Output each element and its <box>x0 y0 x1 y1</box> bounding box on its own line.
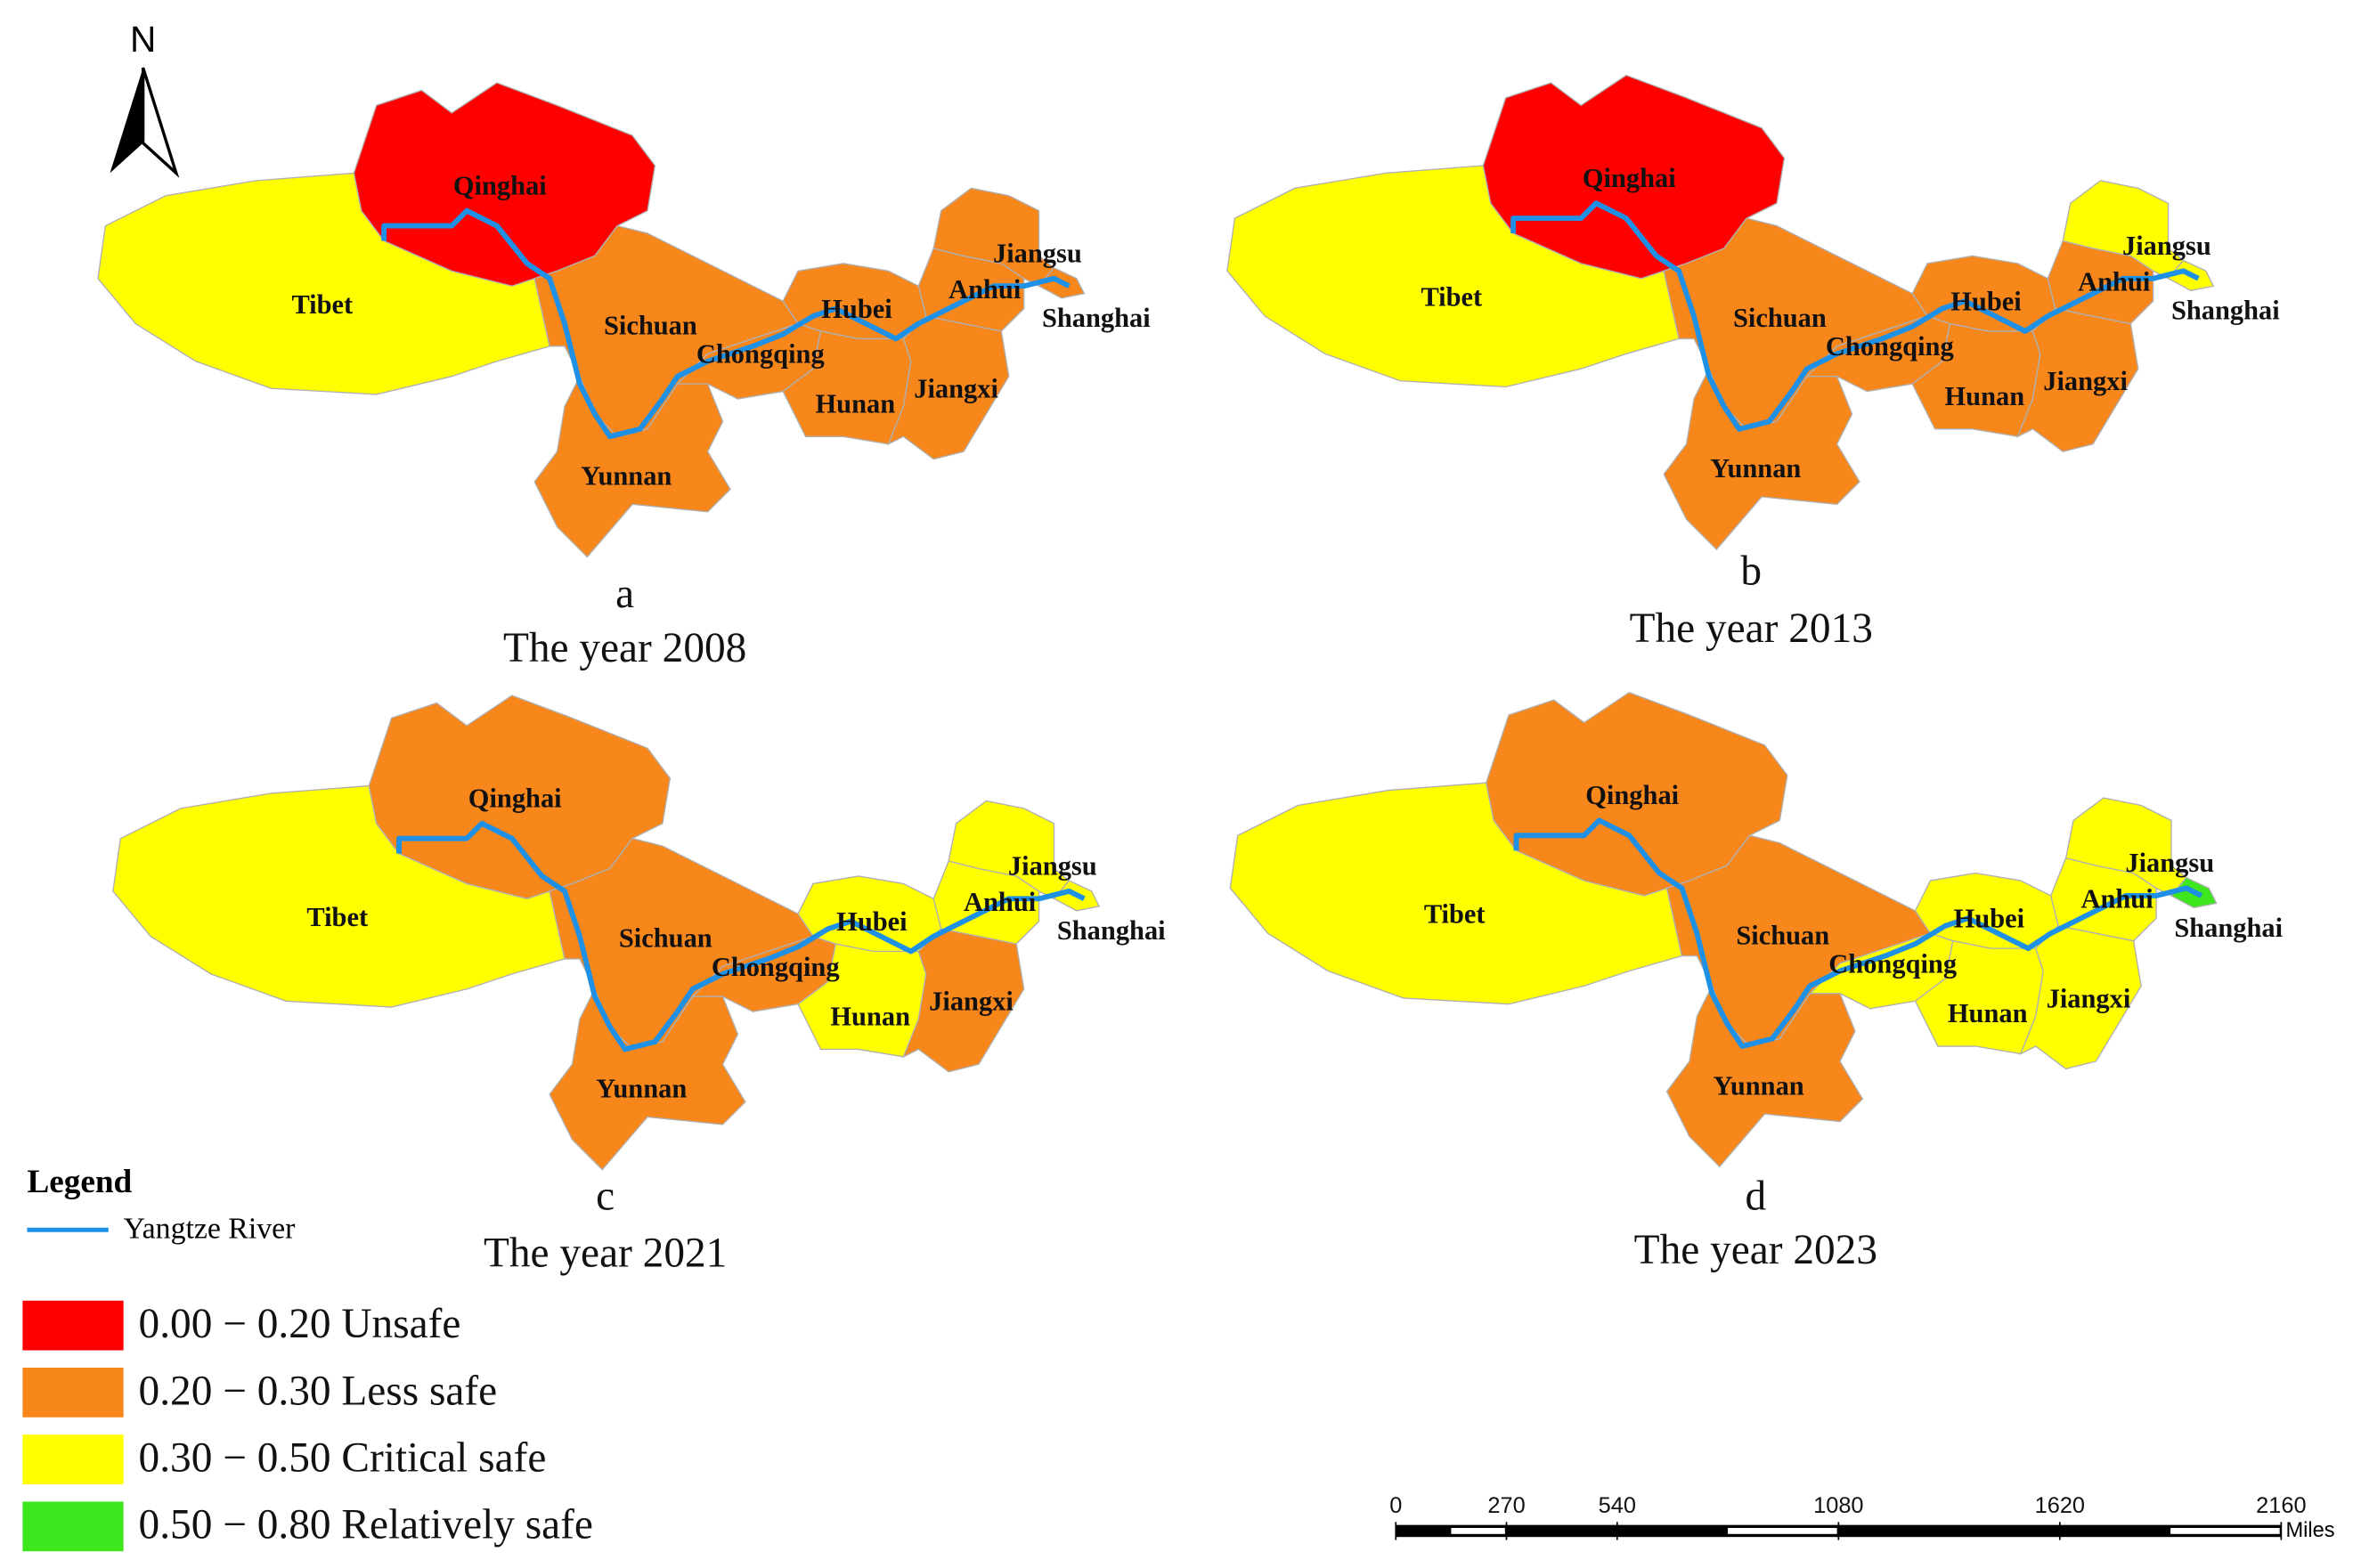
province-label: Jiangxi <box>914 374 998 404</box>
province-label: Yunnan <box>581 461 672 492</box>
panel-title: The year 2023 <box>1634 1227 1877 1273</box>
province-label: Shanghai <box>1042 303 1151 333</box>
scale-tick-label: 0 <box>1389 1493 1402 1518</box>
province-label: Qinghai <box>1585 780 1679 810</box>
panel-title: The year 2013 <box>1630 605 1873 652</box>
scale-tick-label: 1620 <box>2035 1493 2085 1518</box>
legend: Legend Yangtze River 0.00 − 0.20 Unsafe 0.2… <box>22 1164 593 1552</box>
scale-segment <box>1561 1528 1616 1534</box>
province-label: Hunan <box>1948 998 2028 1028</box>
province-label: Jiangsu <box>993 238 1082 268</box>
province-label: Jiangsu <box>2122 231 2211 261</box>
scale-tick-label: 2160 <box>2256 1493 2306 1518</box>
province-label: Anhui <box>948 274 1021 305</box>
province-label: Jiangxi <box>2047 983 2131 1013</box>
province-label: Anhui <box>964 887 1036 917</box>
north-arrow: N <box>110 19 180 178</box>
province-label: Yunnan <box>1710 453 1801 483</box>
panel-letter: c <box>596 1173 615 1219</box>
province-label: Yunnan <box>596 1074 687 1104</box>
province-label: Chongqing <box>1826 331 1954 362</box>
province-label: Anhui <box>2081 884 2153 914</box>
province-label: Chongqing <box>696 339 825 370</box>
province-label: Qinghai <box>468 783 562 813</box>
scale-unit: Miles <box>2285 1519 2334 1542</box>
province-label: Hunan <box>1944 381 2024 411</box>
province-label: Shanghai <box>2174 913 2283 943</box>
panel-title: The year 2021 <box>484 1231 727 1277</box>
province-label: Jiangxi <box>929 987 1014 1017</box>
province-label: Jiangsu <box>1008 851 1097 881</box>
province-label: Hunan <box>830 1002 910 1032</box>
legend-swatch <box>22 1501 124 1552</box>
province <box>932 187 1055 288</box>
north-label: N <box>130 19 156 60</box>
province-label: Sichuan <box>1733 303 1827 333</box>
scale-tick-label: 540 <box>1599 1493 1636 1518</box>
scale-segment <box>1728 1528 1837 1534</box>
province-label: Tibet <box>291 289 353 320</box>
province-label: Shanghai <box>2171 296 2280 326</box>
yangtze-river <box>381 207 1071 440</box>
province-label: Qinghai <box>1583 163 1676 193</box>
province-label: Yunnan <box>1714 1070 1804 1101</box>
province <box>948 800 1071 900</box>
province-label: Tibet <box>1424 899 1486 930</box>
yangtze-river <box>1513 817 2203 1049</box>
province-label: Chongqing <box>1828 948 1957 979</box>
legend-swatch <box>22 1367 124 1418</box>
scale-segment <box>1451 1528 1505 1534</box>
panel-letter: a <box>615 571 634 617</box>
legend-swatch <box>22 1434 124 1484</box>
scale-tick-label: 1080 <box>1813 1493 1863 1518</box>
province-label: Chongqing <box>712 952 840 982</box>
arrow-half <box>141 67 180 178</box>
legend-label: 0.30 − 0.50 Critical safe <box>139 1434 547 1481</box>
scale-tick-label: 270 <box>1487 1493 1525 1518</box>
province-label: Hunan <box>815 388 895 418</box>
province <box>353 82 656 287</box>
panel-letter: b <box>1740 548 1762 595</box>
legend-label: 0.20 − 0.30 Less safe <box>139 1368 498 1414</box>
province <box>2064 797 2187 897</box>
province <box>1482 74 1786 280</box>
province-label: Tibet <box>306 902 368 932</box>
province-label: Hubei <box>836 906 907 937</box>
province <box>2062 180 2185 280</box>
province-label: Shanghai <box>1057 915 1166 946</box>
legend-label: 0.50 − 0.80 Relatively safe <box>139 1502 593 1548</box>
province-label: Jiangxi <box>2043 366 2128 396</box>
province-label: Hubei <box>1954 904 2024 934</box>
province-label: Tibet <box>1421 281 1482 312</box>
province-label: Sichuan <box>619 923 712 954</box>
scale-segment <box>2170 1528 2280 1534</box>
province-label: Jiangsu <box>2125 848 2214 878</box>
arrow-half <box>110 68 143 174</box>
province <box>1486 691 1788 897</box>
province-label: Anhui <box>2078 267 2150 297</box>
legend-swatch <box>22 1300 124 1351</box>
panel-letter: d <box>1745 1173 1766 1219</box>
yangtze-river <box>1510 200 2200 432</box>
legend-river-label: Yangtze River <box>124 1213 296 1246</box>
province-label: Hubei <box>821 294 891 324</box>
province-label: Qinghai <box>453 170 547 200</box>
province <box>368 695 672 900</box>
province-label: Hubei <box>1950 286 2021 316</box>
province-label: Sichuan <box>1736 920 1829 950</box>
legend-title: Legend <box>27 1164 132 1200</box>
yangtze-river <box>396 820 1086 1052</box>
panel-title: The year 2008 <box>503 625 746 671</box>
legend-label: 0.00 − 0.20 Unsafe <box>139 1301 461 1347</box>
province-label: Sichuan <box>604 311 697 341</box>
scale-segment <box>1949 1528 2059 1534</box>
